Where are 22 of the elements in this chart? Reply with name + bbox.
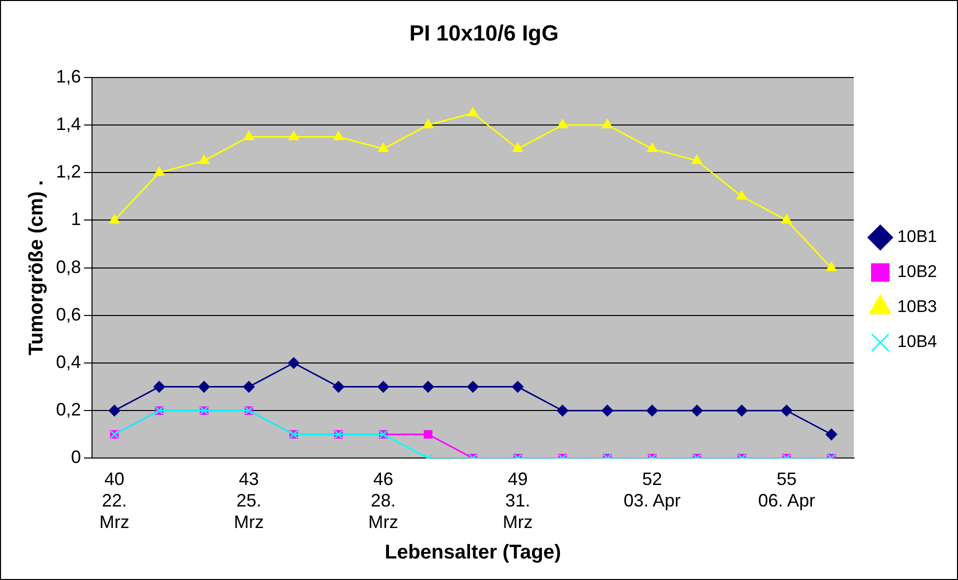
y-tick-label: 1,2 bbox=[56, 162, 82, 182]
y-tick-label: 0,8 bbox=[56, 256, 82, 277]
y-tick-label: 0 bbox=[71, 447, 82, 468]
x-tick-label: 46 28. Mrz bbox=[368, 468, 398, 532]
x-tick-label: 43 25. Mrz bbox=[234, 468, 264, 532]
y-tick-label: 0,6 bbox=[56, 304, 82, 324]
legend-label: 10B4 bbox=[897, 332, 937, 352]
x-tick-label: 40 22. Mrz bbox=[99, 468, 130, 532]
y-axis-title: Tumorgröße (cm) . bbox=[26, 180, 48, 356]
x-tick-label: 49 31. Mrz bbox=[502, 468, 533, 532]
x-tick-label: 55 06. Apr bbox=[758, 468, 816, 511]
y-tick-label: 1,6 bbox=[56, 66, 82, 86]
legend-label: 10B1 bbox=[897, 227, 937, 246]
x-tick-label: 52 03. Apr bbox=[624, 468, 681, 511]
y-tick-label: 0,2 bbox=[56, 400, 82, 420]
legend-label: 10B3 bbox=[897, 297, 937, 316]
y-tick-label: 0,4 bbox=[56, 352, 82, 372]
x-axis-title: Lebensalter (Tage) bbox=[384, 542, 562, 564]
y-tick-label: 1 bbox=[71, 209, 82, 230]
y-tick-label: 1,4 bbox=[56, 114, 82, 134]
chart-title: PI 10x10/6 IgG bbox=[409, 20, 559, 46]
legend-label: 10B2 bbox=[897, 262, 937, 282]
